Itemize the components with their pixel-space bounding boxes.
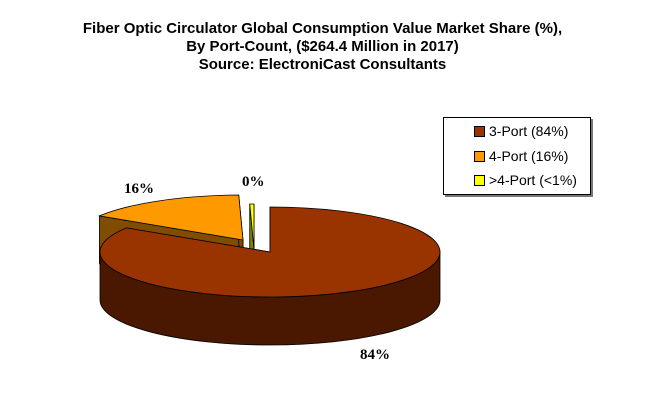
slice-gt4-port (249, 203, 255, 250)
legend-swatch (474, 150, 485, 162)
legend: 3-Port (84%) 4-Port (16%) >4-Port (<1%) (443, 117, 591, 195)
legend-swatch (474, 125, 485, 137)
legend-label: 4-Port (16%) (489, 148, 569, 164)
legend-label: >4-Port (<1%) (489, 172, 577, 188)
legend-swatch (474, 174, 485, 186)
data-label-gt4-port: 0% (242, 174, 265, 190)
legend-item-4-port: 4-Port (16%) (474, 148, 568, 164)
title-line-2: By Port-Count, ($264.4 Million in 2017) (186, 38, 459, 55)
legend-label: 3-Port (84%) (489, 123, 569, 139)
legend-item-gt4-port: >4-Port (<1%) (474, 172, 577, 188)
slice-3-port (99, 206, 441, 298)
legend-item-3-port: 3-Port (84%) (474, 123, 568, 139)
data-label-4-port: 16% (124, 181, 154, 197)
title-line-3: Source: ElectroniCast Consultants (198, 56, 447, 73)
slice-4-port (98, 194, 244, 241)
chart-title: Fiber Optic Circulator Global Consumptio… (0, 20, 645, 74)
data-label-3-port: 84% (360, 347, 390, 363)
title-line-1: Fiber Optic Circulator Global Consumptio… (82, 20, 563, 37)
